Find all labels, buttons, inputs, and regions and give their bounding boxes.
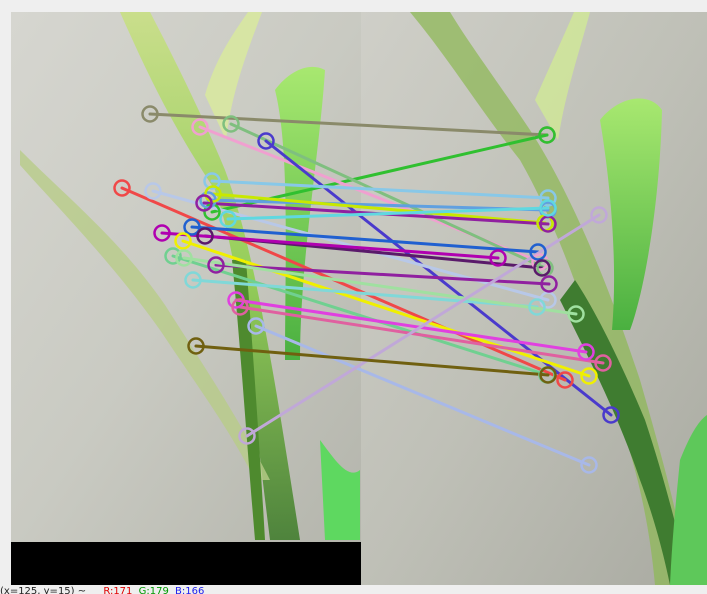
keypoint-left: [219, 210, 237, 228]
keypoint-left: [153, 224, 171, 242]
keypoint-right: [594, 354, 612, 372]
match-line: [181, 239, 591, 378]
keypoint-left: [175, 249, 193, 267]
pixel-red-value: R:171: [103, 586, 133, 594]
left-image: [11, 12, 361, 585]
keypoint-right: [602, 406, 620, 424]
match-line: [210, 179, 550, 200]
match-visualization: [11, 12, 707, 585]
right-image: [361, 12, 707, 585]
keypoint-right: [529, 243, 547, 261]
keypoint-right: [567, 305, 585, 323]
keypoint-left: [183, 218, 201, 236]
match-line: [190, 225, 540, 254]
cursor-coordinates: (x=125, y=15) ~: [0, 586, 87, 594]
feature-match-canvas[interactable]: [11, 12, 707, 585]
match-line: [226, 206, 550, 221]
match-line: [171, 254, 549, 377]
pixel-green-value: G:179: [138, 586, 169, 594]
keypoint-left: [184, 271, 202, 289]
keypoint-left: [191, 118, 209, 136]
keypoint-markers: [113, 105, 620, 474]
keypoint-left: [113, 179, 131, 197]
keypoint-left: [207, 256, 225, 274]
match-line: [238, 305, 605, 365]
match-line: [206, 198, 550, 212]
pixel-blue-value: B:166: [175, 586, 205, 594]
keypoint-right: [539, 199, 557, 217]
keypoint-left: [164, 247, 182, 265]
keypoint-right: [580, 367, 598, 385]
keypoint-left: [257, 132, 275, 150]
keypoint-right: [528, 298, 546, 316]
keypoint-left: [222, 115, 240, 133]
match-line: [245, 213, 601, 438]
match-line: [229, 122, 547, 270]
keypoint-left: [141, 105, 159, 123]
keypoint-left: [187, 337, 205, 355]
match-line: [211, 192, 547, 225]
keypoint-right: [489, 249, 507, 267]
keypoint-right: [539, 366, 557, 384]
keypoint-right: [533, 259, 551, 277]
keypoint-right: [539, 189, 557, 207]
match-line: [191, 278, 539, 309]
match-line: [254, 324, 591, 467]
keypoint-right: [540, 275, 558, 293]
keypoint-left: [204, 185, 222, 203]
keypoint-right: [580, 456, 598, 474]
keypoint-left: [174, 232, 192, 250]
keypoint-left: [195, 194, 213, 212]
keypoint-right: [538, 126, 556, 144]
keypoint-left: [247, 317, 265, 335]
keypoint-right: [577, 343, 595, 361]
match-line: [148, 112, 549, 137]
match-line: [160, 231, 500, 260]
keypoint-right: [556, 371, 574, 389]
keypoint-left: [203, 172, 221, 190]
keypoint-left: [231, 298, 249, 316]
keypoint-left: [144, 182, 162, 200]
match-line: [182, 256, 578, 316]
keypoint-left: [196, 227, 214, 245]
status-bar: (x=125, y=15) ~ R:171 G:179 B:166: [0, 585, 707, 594]
keypoint-right: [590, 206, 608, 224]
match-line: [194, 344, 550, 377]
match-line: [234, 298, 588, 354]
keypoint-left: [238, 427, 256, 445]
